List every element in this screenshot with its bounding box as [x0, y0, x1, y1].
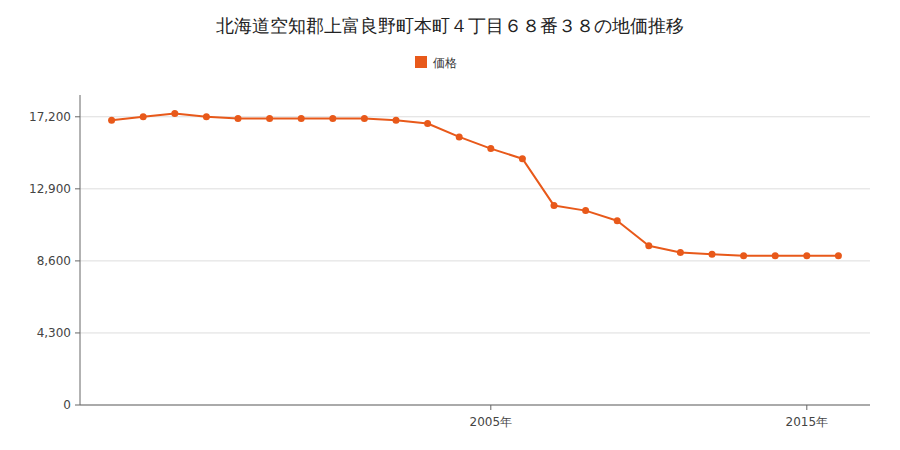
y-tick [75, 332, 80, 333]
x-axis-line [80, 405, 870, 406]
y-axis-line [80, 95, 81, 405]
point [140, 113, 147, 120]
point [709, 251, 716, 258]
chart: 北海道空知郡上富良野町本町４丁目６８番３８の地価推移 0 4,300 8,600 12,… [0, 0, 900, 450]
point [551, 202, 558, 209]
title: 北海道空知郡上富良野町本町４丁目６８番３８の地価推移 [216, 15, 684, 36]
plot-area [108, 110, 842, 259]
y-tick [75, 116, 80, 117]
grid-line [80, 260, 870, 261]
point [614, 217, 621, 224]
y-tick [75, 405, 80, 406]
y-tick-label: 8,600 [37, 254, 71, 268]
x-ticks: 2005年 2015年 [470, 405, 829, 429]
y-grid [80, 117, 870, 405]
point [803, 252, 810, 259]
point [645, 242, 652, 249]
point [235, 115, 242, 122]
point [266, 115, 273, 122]
x-tick [490, 405, 491, 410]
point [456, 133, 463, 140]
point [835, 252, 842, 259]
point [424, 120, 431, 127]
grid-line [80, 332, 870, 333]
point [108, 117, 115, 124]
point [203, 113, 210, 120]
point [740, 252, 747, 259]
legend-swatch [415, 56, 427, 68]
line [112, 113, 839, 255]
y-tick-label: 17,200 [29, 110, 71, 124]
point [772, 252, 779, 259]
x-tick-label: 2015年 [786, 415, 829, 429]
point [361, 115, 368, 122]
point [677, 249, 684, 256]
legend: 価格 [415, 56, 457, 70]
grid-line [80, 188, 870, 189]
legend-label: 価格 [433, 56, 457, 70]
point [393, 117, 400, 124]
point [171, 110, 178, 117]
point [329, 115, 336, 122]
grid-line [80, 405, 870, 406]
y-ticks: 0 4,300 8,600 12,900 17,200 [29, 110, 80, 412]
y-tick-label: 0 [63, 398, 71, 412]
point [298, 115, 305, 122]
point [519, 155, 526, 162]
point [582, 207, 589, 214]
y-tick-label: 12,900 [29, 182, 71, 196]
y-tick [75, 260, 80, 261]
point [487, 145, 494, 152]
y-tick [75, 188, 80, 189]
y-tick-label: 4,300 [37, 326, 71, 340]
x-tick [806, 405, 807, 410]
x-tick-label: 2005年 [470, 415, 513, 429]
